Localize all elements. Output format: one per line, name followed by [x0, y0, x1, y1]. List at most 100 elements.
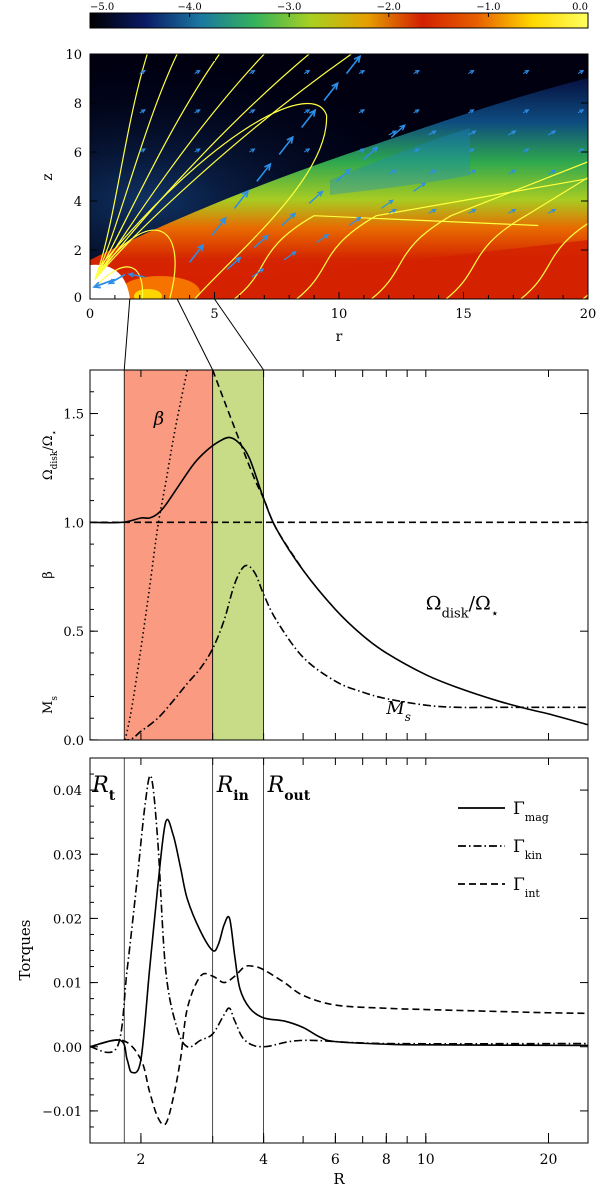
profile-lines [90, 370, 588, 740]
profile-ytick-label: 1.5 [63, 408, 84, 423]
heatmap-ytick-label: 6 [74, 146, 82, 161]
beta-annotation: β [153, 408, 164, 429]
svg-text:β: β [41, 571, 56, 579]
velocity-arrowhead [360, 148, 366, 153]
torque-panel: Rt Rin Rout −0.01 0.00 0.01 0.02 0.03 0.04 2 4 6 8 1… [16, 757, 589, 1188]
field-line-disk [296, 178, 588, 299]
velocity-arrowhead [399, 124, 406, 131]
velocity-arrowhead [524, 70, 530, 75]
field-loop [97, 102, 328, 299]
velocity-arrow [251, 268, 264, 278]
velocity-arrow [428, 130, 436, 136]
profile-ticks: 0.0 0.5 1.0 1.5 [63, 370, 588, 749]
velocity-arrowhead [241, 189, 250, 198]
velocity-arrowhead [127, 272, 134, 278]
velocity-arrow [413, 182, 426, 192]
colorbar-tick-label: −1.0 [476, 2, 500, 13]
velocity-arrowhead [431, 169, 437, 174]
heatmap-hotspot [120, 276, 200, 299]
velocity-arrowhead [431, 208, 437, 214]
field-line [94, 54, 352, 280]
velocity-arrowhead [431, 130, 437, 135]
velocity-arrowhead [140, 148, 146, 153]
velocity-arrow [547, 209, 556, 214]
svg-text:Ms: Ms [41, 696, 60, 714]
velocity-arrowhead [511, 169, 517, 174]
velocity-arrowhead [524, 109, 530, 114]
velocity-arrowhead [471, 169, 477, 174]
velocity-arrowhead [107, 278, 115, 285]
heatmap-xtick-label: 20 [580, 307, 597, 322]
velocity-arrow [256, 163, 272, 182]
velocity-arrow [547, 169, 556, 175]
field-line [94, 54, 178, 280]
velocity-arrow [281, 212, 296, 227]
velocity-arrowhead [305, 109, 311, 114]
zoom-connector [214, 298, 265, 371]
torque-ytick-label: 0.02 [53, 912, 82, 927]
heatmap-disk-core [90, 240, 588, 299]
velocity-arrow [390, 124, 406, 138]
velocity-arrow [468, 209, 476, 214]
velocity-arrow [283, 251, 297, 261]
velocity-arrowhead [511, 130, 517, 135]
velocity-arrow [508, 209, 516, 214]
velocity-arrowhead [579, 70, 585, 75]
velocity-arrow [508, 169, 516, 175]
velocity-arrowhead [388, 199, 394, 205]
colorbar-tick-label: −3.0 [277, 2, 301, 13]
velocity-arrowhead [469, 109, 475, 114]
velocity-arrow [108, 273, 126, 285]
profile-panel: 0.0 0.5 1.0 1.5 Ms β Ωdisk/Ω⋆ β Ωdisk/Ω⋆ Ms [41, 369, 589, 749]
field-lines [94, 54, 588, 299]
velocity-arrow [508, 130, 516, 136]
field-line-disk [445, 176, 588, 299]
torque-xtick-label: 10 [417, 1152, 435, 1168]
profile-ylabel: β [41, 571, 56, 579]
torque-series-line [90, 964, 588, 1126]
heatmap-ylabel: z [40, 173, 56, 180]
velocity-arrowhead [471, 208, 477, 214]
velocity-arrowhead [391, 208, 397, 214]
profile-ylabel: Ωdisk/Ω⋆ [41, 430, 60, 480]
velocity-arrowhead [524, 148, 530, 153]
torque-series-line [90, 818, 588, 1074]
velocity-arrowhead [391, 169, 397, 174]
colorbar-rect [89, 12, 589, 29]
velocity-arrows [92, 54, 585, 289]
velocity-arrowhead [317, 190, 324, 197]
velocity-arrowhead [471, 130, 477, 135]
field-line-disk [520, 222, 588, 299]
profile-ylabels: Ms β Ωdisk/Ω⋆ [41, 430, 60, 714]
velocity-arrow [188, 244, 204, 263]
velocity-arrowhead [414, 109, 420, 114]
torque-ytick-label: 0.03 [53, 848, 82, 863]
velocity-arrowhead [305, 70, 311, 75]
torque-ytick-label: 0.00 [53, 1041, 82, 1056]
velocity-arrow [428, 169, 436, 175]
field-line [94, 54, 220, 280]
profile-region [212, 370, 264, 740]
velocity-arrowhead [579, 109, 585, 114]
torque-ytick-label: 0.04 [53, 784, 82, 799]
colorbar-ticks: −5.0 −4.0 −3.0 −2.0 −1.0 0.0 [89, 2, 589, 17]
velocity-arrowhead [420, 182, 427, 188]
profile-frame [89, 369, 589, 741]
heatmap-xtick-label: 10 [331, 307, 348, 322]
heatmap-xlabel: r [336, 329, 343, 345]
torque-legend-label: Γmag [513, 799, 549, 824]
velocity-arrowhead [286, 135, 294, 144]
velocity-arrow [388, 169, 397, 175]
velocity-arrow [336, 168, 351, 182]
torque-series [90, 774, 588, 1126]
heatmap-xtick-label: 0 [86, 307, 94, 322]
velocity-arrowhead [331, 81, 339, 90]
torque-xtick-label: 2 [136, 1152, 145, 1168]
svg-text:Ωdisk/Ω⋆: Ωdisk/Ω⋆ [41, 430, 60, 480]
heatmap-xtick-label: 15 [455, 307, 472, 322]
velocity-arrow [380, 199, 394, 209]
colorbar-tick-label: −2.0 [377, 2, 401, 13]
velocity-arrowhead [551, 130, 557, 135]
field-line-disk [234, 215, 539, 299]
velocity-arrow [468, 130, 476, 136]
